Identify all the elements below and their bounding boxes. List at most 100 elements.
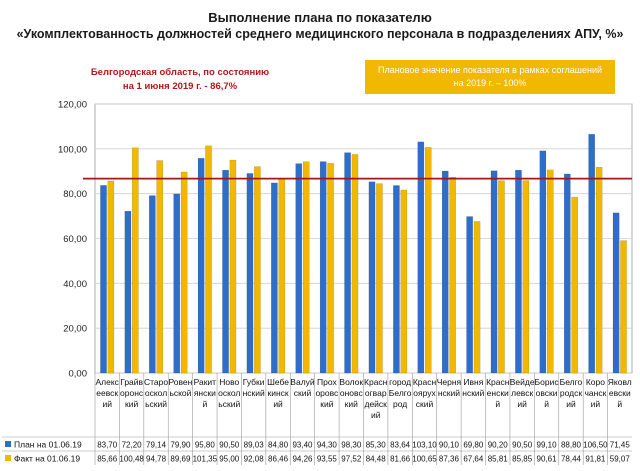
data-table-value: 78,44	[561, 455, 582, 464]
x-category-label: ий	[371, 410, 381, 420]
x-category-label: й	[544, 399, 549, 409]
data-table-value: 97,52	[341, 455, 362, 464]
x-category-label: евски	[609, 388, 631, 398]
data-table-value: 90,10	[439, 441, 460, 450]
bar-plan	[393, 185, 400, 374]
region-note-line-2: на 1 июня 2019 г. - 86,7%	[122, 81, 238, 92]
x-category-label: оровс	[315, 388, 339, 398]
x-category-label: Красн	[486, 377, 510, 387]
bar-plan	[100, 185, 107, 374]
bar-fact	[546, 169, 554, 374]
x-category-label: оскол	[145, 388, 167, 398]
x-category-label: ий	[591, 399, 601, 409]
bar-fact	[376, 183, 383, 374]
bar-plan	[539, 150, 547, 374]
legend-label-plan: План на 01.06.19	[14, 440, 82, 450]
data-table-value: 89,69	[170, 455, 191, 464]
x-category-label: Ивня	[463, 377, 483, 387]
x-category-label: ьской	[169, 388, 191, 398]
x-category-label: ский	[416, 399, 434, 409]
x-category-label: овски	[536, 388, 558, 398]
bar-plan	[222, 169, 229, 374]
data-table-value: 83,70	[97, 441, 118, 450]
x-category-label: ий	[102, 399, 112, 409]
x-category-label: родск	[560, 388, 582, 398]
bar-fact	[156, 160, 164, 374]
x-category-label: Волок	[339, 377, 363, 387]
chart-title-line-1: Выполнение плана по показателю	[208, 10, 432, 25]
data-table-value: 98,30	[341, 441, 362, 450]
x-category-label: Красн	[364, 377, 388, 387]
x-category-label: левск	[511, 388, 533, 398]
data-table-value: 79,90	[170, 441, 191, 450]
data-table-value: 84,48	[366, 455, 387, 464]
bar-plan	[173, 193, 181, 374]
bar-plan	[612, 212, 620, 374]
data-table-value: 95,80	[195, 441, 216, 450]
x-category-label: Яковл	[608, 377, 632, 387]
x-category-label: Черня	[437, 377, 462, 387]
bar-fact	[473, 221, 481, 374]
x-category-label: ьский	[145, 399, 167, 409]
x-category-label: Белго	[389, 388, 412, 398]
data-table-value: 89,03	[244, 441, 265, 450]
x-category-label: Грайв	[120, 377, 143, 387]
x-category-label: Красн	[413, 377, 437, 387]
bar-plan	[441, 170, 449, 374]
x-category-label: ий	[273, 399, 283, 409]
x-category-label: Ново	[219, 377, 239, 387]
x-category-label: Ракит	[194, 377, 217, 387]
data-table-value: 99,10	[537, 441, 558, 450]
x-category-label: кий	[320, 399, 333, 409]
bar-plan	[124, 210, 132, 374]
data-table-value: 90,20	[488, 441, 509, 450]
bar-plan	[588, 134, 595, 374]
x-category-label: дейск	[365, 399, 388, 409]
data-table-value: 90,50	[219, 441, 240, 450]
x-category-label: Губки	[243, 377, 265, 387]
bar-fact	[327, 163, 334, 374]
bar-fact	[107, 180, 115, 374]
x-category-label: ский	[294, 388, 312, 398]
x-category-label: огвар	[365, 388, 387, 398]
data-table-value: 72,20	[122, 441, 143, 450]
data-table-value: 94,30	[317, 441, 338, 450]
bar-plan	[466, 216, 473, 374]
bar-fact	[180, 171, 188, 374]
data-table-value: 79,14	[146, 441, 167, 450]
bar-fact	[498, 180, 505, 374]
x-category-label: янски	[194, 388, 216, 398]
bar-plan	[319, 161, 327, 374]
bar-fact	[254, 166, 261, 374]
x-category-label: кий	[345, 399, 358, 409]
data-table-value: 85,81	[488, 455, 509, 464]
region-note-line-1: Белгородская область, по состоянию	[90, 67, 270, 78]
chart-title-line-2: «Укомплектованность должностей среднего …	[16, 27, 624, 41]
data-table-value: 59,07	[610, 455, 631, 464]
plan-target-note-line-1: Плановое значение показателя в рамках со…	[377, 65, 603, 75]
data-table-value: 100,48	[119, 455, 144, 464]
data-table-value: 90,50	[512, 441, 533, 450]
x-category-label: кинск	[267, 388, 288, 398]
data-table-value: 103,10	[412, 441, 437, 450]
data-table-value: 95,00	[219, 455, 240, 464]
data-table-value: 101,35	[193, 455, 218, 464]
bar-fact	[351, 154, 359, 374]
x-category-label: Вейде	[510, 377, 535, 387]
bar-plan	[490, 170, 498, 374]
data-table-value: 93,40	[292, 441, 313, 450]
bar-fact	[132, 147, 139, 374]
bar-fact	[229, 159, 237, 374]
data-table-value: 106,50	[583, 441, 608, 450]
plan-target-note: Плановое значение показателя в рамках со…	[365, 60, 615, 94]
bar-plan	[197, 158, 205, 374]
x-category-label: кий	[125, 399, 138, 409]
bar-fact	[595, 166, 603, 374]
bar-plan	[417, 141, 425, 374]
bar-plan	[271, 182, 278, 374]
bar-fact	[571, 196, 578, 374]
x-category-label: Шебе	[267, 377, 289, 387]
data-table-value: 91,81	[585, 455, 606, 464]
x-category-label: й	[617, 399, 622, 409]
